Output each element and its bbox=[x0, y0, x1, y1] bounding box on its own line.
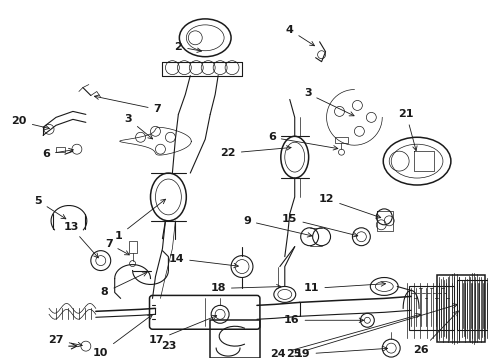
Bar bbox=[456, 280, 488, 330]
Text: 5: 5 bbox=[34, 196, 66, 219]
Text: 1: 1 bbox=[115, 199, 165, 241]
Text: 3: 3 bbox=[303, 89, 353, 116]
Text: 17: 17 bbox=[148, 315, 216, 345]
Bar bbox=[56, 147, 65, 152]
Text: 6: 6 bbox=[42, 148, 73, 159]
Text: 11: 11 bbox=[303, 282, 385, 293]
Text: 7: 7 bbox=[94, 95, 161, 114]
Text: 24: 24 bbox=[269, 313, 420, 359]
Bar bbox=[128, 241, 136, 253]
Bar bbox=[408, 287, 453, 330]
Text: 15: 15 bbox=[282, 214, 357, 237]
Text: 8: 8 bbox=[101, 272, 147, 297]
Text: 27: 27 bbox=[48, 335, 82, 347]
Text: 13: 13 bbox=[63, 222, 98, 258]
Text: 18: 18 bbox=[210, 283, 281, 293]
Text: 7: 7 bbox=[104, 239, 129, 255]
Bar bbox=[210, 320, 260, 358]
Text: 6: 6 bbox=[267, 132, 337, 150]
Text: 22: 22 bbox=[220, 146, 290, 158]
Text: 4: 4 bbox=[285, 25, 314, 46]
Bar bbox=[334, 137, 348, 143]
Text: 19: 19 bbox=[294, 346, 386, 359]
Text: 12: 12 bbox=[318, 194, 380, 218]
Text: 23: 23 bbox=[161, 341, 176, 351]
Text: 16: 16 bbox=[284, 315, 363, 325]
Text: 20: 20 bbox=[12, 116, 49, 130]
Text: 9: 9 bbox=[243, 216, 311, 237]
Text: 14: 14 bbox=[168, 253, 238, 268]
Text: 3: 3 bbox=[124, 114, 152, 139]
Bar bbox=[436, 275, 484, 342]
Text: 2: 2 bbox=[174, 42, 201, 53]
Text: 26: 26 bbox=[412, 311, 457, 355]
Text: 25: 25 bbox=[285, 303, 456, 359]
Text: 21: 21 bbox=[398, 109, 416, 150]
Text: 10: 10 bbox=[93, 315, 152, 358]
